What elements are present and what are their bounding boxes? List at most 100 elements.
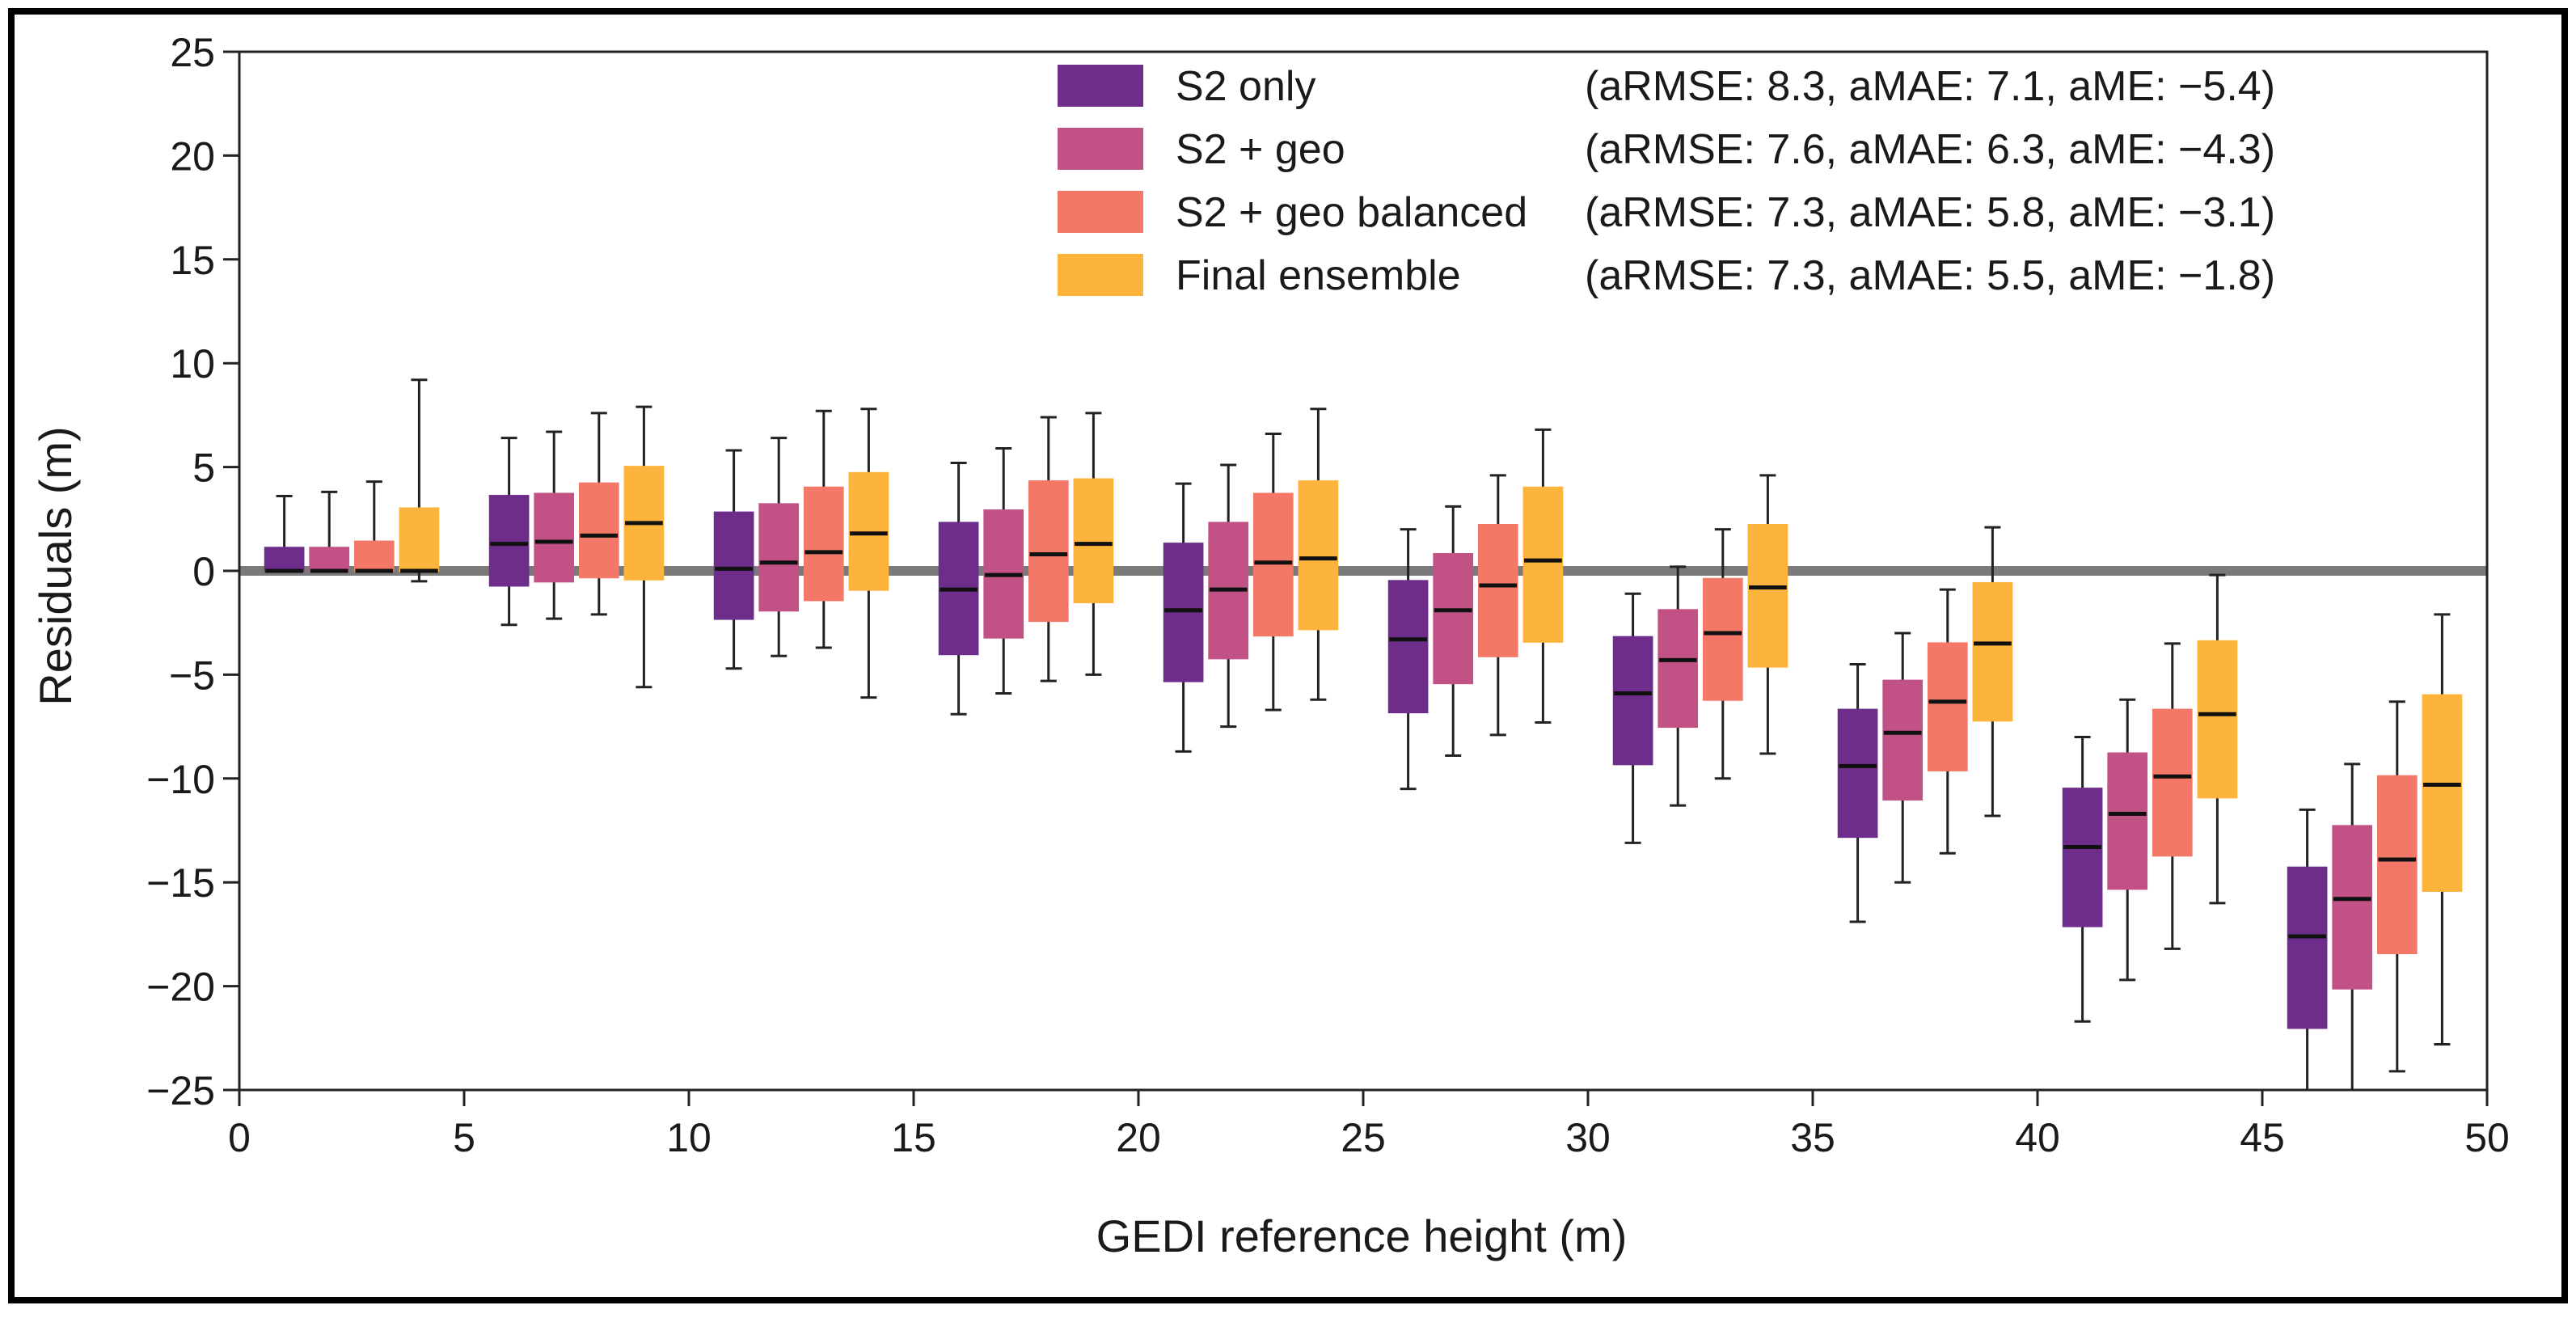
legend-swatch [1058,254,1143,296]
box-body [1882,679,1924,801]
box-body [1837,708,1878,839]
x-tick-label: 5 [453,1115,475,1160]
x-tick-label: 40 [2015,1115,2060,1160]
box-body [353,540,395,572]
x-axis-label: GEDI reference height (m) [1096,1210,1628,1261]
box-s2-geo-balanced-0 [353,480,395,573]
box-s2-only-7 [1837,663,1878,923]
y-tick-label: −10 [146,757,215,802]
y-axis-label: Residuals (m) [30,426,81,705]
box-s2-geo-balanced-7 [1927,588,1968,855]
box-s2-geo-balanced-4 [1252,433,1294,712]
box-body [1252,492,1294,637]
y-tick-label: 20 [170,133,215,179]
box-s2-geo-9 [2332,762,2373,1092]
box-body [1747,524,1788,668]
box-s2-only-3 [938,461,979,716]
box-body [2152,708,2193,857]
box-body [1028,480,1069,623]
y-tick-label: 5 [192,446,215,491]
box-body [1702,577,1743,701]
y-tick-label: 0 [192,549,215,594]
box-body [1163,543,1204,682]
box-s2-geo-balanced-1 [578,412,619,616]
box-body [1522,486,1564,643]
y-tick-label: 10 [170,341,215,387]
box-s2-geo-5 [1433,505,1474,758]
box-s2-geo-0 [309,490,350,573]
box-s2-geo-balanced-9 [2376,700,2418,1073]
box-body [578,482,619,579]
box-body [1387,580,1429,714]
box-final-ensemble-5 [1522,428,1564,724]
box-body [1658,609,1699,729]
x-tick-label: 45 [2240,1115,2285,1160]
x-tick-label: 20 [1116,1115,1161,1160]
box-s2-only-6 [1612,592,1653,844]
box-body [2376,775,2418,955]
legend-label: Final ensemble [1176,252,1461,299]
box-body [1433,552,1474,685]
box-body [309,547,350,572]
x-tick-label: 25 [1341,1115,1386,1160]
box-body [758,503,800,612]
legend: S2 only (aRMSE: 8.3, aMAE: 7.1, aME: −5.4… [1058,63,2275,299]
box-body [1927,642,1968,772]
box-body [534,492,575,583]
box-final-ensemble-0 [399,378,440,583]
box-body [488,495,530,587]
x-tick-label: 10 [666,1115,712,1160]
box-s2-geo-balanced-2 [803,409,844,649]
box-body [2107,752,2148,890]
box-final-ensemble-2 [848,408,889,699]
y-tick-label: −20 [146,965,215,1010]
legend-swatch [1058,128,1143,170]
box-final-ensemble-3 [1073,412,1114,676]
legend-stats: (aRMSE: 8.3, aMAE: 7.1, aME: −5.4) [1585,63,2275,110]
box-s2-geo-balanced-3 [1028,416,1069,682]
legend-stats: (aRMSE: 7.3, aMAE: 5.5, aME: −1.8) [1585,252,2275,299]
box-s2-only-8 [2062,735,2103,1023]
box-body [264,547,305,572]
box-final-ensemble-7 [1972,526,2013,817]
box-body [713,511,754,620]
legend-swatch [1058,191,1143,233]
legend-label: S2 only [1176,63,1315,110]
box-s2-only-4 [1163,482,1204,753]
box-final-ensemble-4 [1298,408,1339,701]
box-final-ensemble-6 [1747,474,1788,755]
figure-frame [8,8,2568,1303]
box-body [2422,694,2463,892]
y-tick-label: −15 [146,860,215,906]
box-final-ensemble-1 [623,405,665,689]
legend-stats: (aRMSE: 7.6, aMAE: 6.3, aME: −4.3) [1585,126,2275,173]
box-body [1477,524,1518,657]
box-body [1612,636,1653,766]
box-body [2197,640,2238,799]
box-body [1298,480,1339,631]
y-tick-label: 15 [170,238,215,283]
x-tick-label: 0 [228,1115,251,1160]
box-body [2332,825,2373,990]
box-s2-geo-balanced-6 [1702,528,1743,780]
legend-label: S2 + geo balanced [1176,189,1527,236]
y-tick-label: 25 [170,30,215,75]
legend-stats: (aRMSE: 7.3, aMAE: 5.8, aME: −3.1) [1585,189,2275,236]
box-body [848,471,889,591]
x-tick-label: 30 [1565,1115,1611,1160]
box-s2-geo-1 [534,430,575,620]
box-body [803,486,844,602]
box-s2-geo-7 [1882,632,1924,884]
box-body [2287,866,2328,1029]
y-tick-label: −25 [146,1068,215,1113]
x-tick-label: 35 [1790,1115,1835,1160]
box-s2-only-1 [488,437,530,627]
box-s2-only-9 [2287,808,2328,1092]
box-final-ensemble-8 [2197,573,2238,905]
x-tick-label: 15 [891,1115,936,1160]
box-body [1073,478,1114,604]
box-s2-geo-6 [1658,565,1699,807]
box-s2-geo-8 [2107,698,2148,982]
box-s2-geo-4 [1208,463,1249,729]
